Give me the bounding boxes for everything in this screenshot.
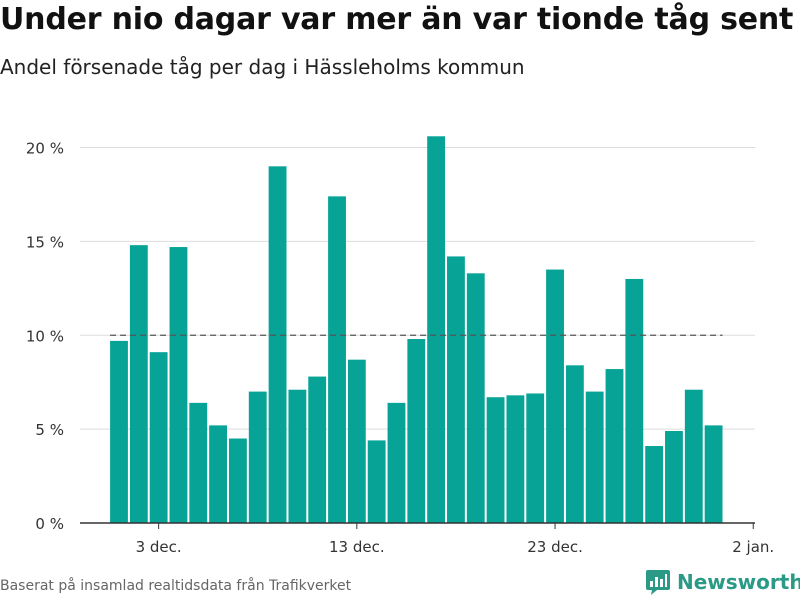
brand-logo: Newsworthy bbox=[645, 568, 800, 596]
bar bbox=[129, 245, 148, 523]
newsworthy-chart-icon bbox=[646, 570, 670, 595]
chart-subtitle: Andel försenade tåg per dag i Hässleholm… bbox=[0, 55, 525, 79]
bar bbox=[645, 446, 664, 523]
y-tick-label: 5 % bbox=[35, 421, 64, 439]
bar bbox=[149, 352, 168, 523]
x-tick-label: 13 dec. bbox=[329, 538, 385, 556]
bar bbox=[169, 247, 188, 524]
y-tick-label: 0 % bbox=[35, 515, 64, 533]
bar bbox=[248, 391, 267, 523]
bar bbox=[407, 339, 426, 523]
bar bbox=[347, 359, 366, 523]
x-tick-label: 2 jan. bbox=[732, 538, 774, 556]
axes: 0 % 5 % 10 % 15 % 20 % 3 dec. 13 dec. 23 dec. 2 … bbox=[26, 140, 774, 556]
bar bbox=[506, 395, 525, 523]
bar bbox=[665, 431, 683, 523]
y-tick-label: 15 % bbox=[26, 233, 64, 251]
bar bbox=[605, 369, 624, 523]
y-tick-label: 10 % bbox=[26, 327, 64, 345]
bar bbox=[387, 402, 406, 523]
bar bbox=[546, 269, 564, 523]
bar bbox=[684, 389, 703, 523]
bar bbox=[189, 402, 208, 523]
bar bbox=[328, 196, 346, 523]
bar bbox=[625, 278, 644, 523]
bar bbox=[209, 425, 228, 523]
y-tick-label: 20 % bbox=[26, 140, 64, 158]
bar bbox=[427, 136, 446, 524]
bar bbox=[367, 440, 386, 523]
bars bbox=[110, 136, 723, 524]
bar bbox=[229, 438, 247, 523]
x-tick-label: 3 dec. bbox=[136, 538, 182, 556]
brand-name: Newsworthy bbox=[677, 570, 800, 594]
bar bbox=[308, 376, 327, 523]
chart-title: Under nio dagar var mer än var tionde tå… bbox=[0, 2, 794, 37]
bar bbox=[704, 425, 723, 523]
bar bbox=[526, 393, 545, 523]
bar bbox=[565, 365, 584, 523]
bar bbox=[288, 389, 307, 523]
bar bbox=[486, 397, 505, 523]
x-tick-label: 23 dec. bbox=[527, 538, 583, 556]
source-note: Baserat på insamlad realtidsdata från Tr… bbox=[0, 578, 352, 594]
bar bbox=[110, 340, 128, 523]
bar bbox=[447, 256, 465, 523]
bar bbox=[585, 391, 604, 523]
bar bbox=[466, 273, 485, 523]
bar bbox=[268, 166, 287, 523]
